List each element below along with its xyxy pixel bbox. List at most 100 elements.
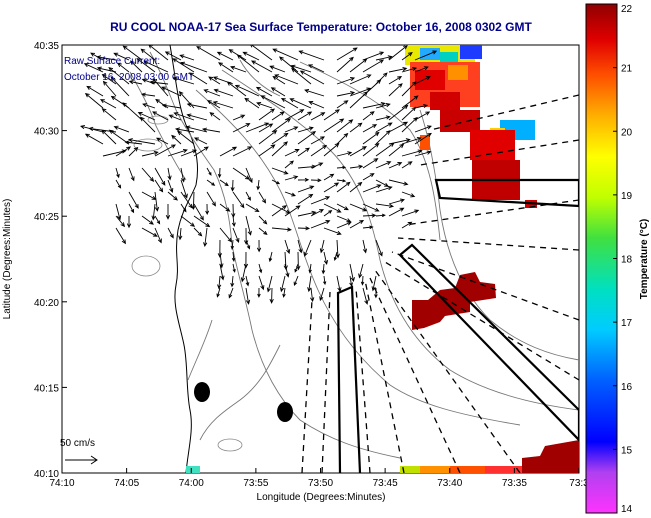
current-vector xyxy=(258,130,278,145)
current-vector xyxy=(298,50,325,61)
current-vector xyxy=(154,227,162,244)
current-vector xyxy=(260,95,286,109)
current-vector xyxy=(362,225,374,230)
current-vector xyxy=(349,181,363,193)
current-vector xyxy=(196,46,221,61)
current-vector xyxy=(140,92,156,97)
colorbar-tick-label: 18 xyxy=(621,255,633,266)
current-vector xyxy=(250,45,273,61)
current-vector xyxy=(219,263,225,281)
current-vector xyxy=(319,287,325,302)
current-vector xyxy=(414,103,429,109)
current-vector xyxy=(115,167,120,179)
current-vector xyxy=(414,76,431,85)
current-vector xyxy=(245,215,252,236)
current-vector xyxy=(128,167,135,182)
current-vector xyxy=(388,179,409,186)
current-vector xyxy=(294,263,299,273)
current-vector xyxy=(388,67,408,73)
current-vector xyxy=(310,209,325,217)
current-vector xyxy=(362,184,382,193)
current-vector xyxy=(126,216,132,229)
current-vector xyxy=(143,60,169,73)
colorbar-tick-label: 22 xyxy=(621,4,633,15)
current-vector xyxy=(128,203,135,214)
current-vector xyxy=(193,227,203,237)
current-vector xyxy=(232,167,251,180)
current-vector xyxy=(100,99,117,109)
current-vector xyxy=(154,144,176,157)
current-vector xyxy=(307,275,312,293)
current-vector xyxy=(193,215,211,228)
current-vector xyxy=(308,101,325,109)
current-vector xyxy=(362,173,375,181)
current-vector xyxy=(414,50,438,61)
current-vector xyxy=(362,59,385,73)
current-vector xyxy=(388,121,409,133)
y-tick-label: 40:15 xyxy=(34,383,59,394)
y-tick-label: 40:10 xyxy=(34,469,59,480)
x-tick-label: 73:45 xyxy=(373,478,398,489)
scale-arrow xyxy=(65,455,98,465)
current-vector xyxy=(323,251,329,266)
current-vector xyxy=(113,125,130,133)
current-vector xyxy=(245,239,251,250)
current-vector xyxy=(360,275,365,286)
x-tick-label: 74:10 xyxy=(49,478,74,489)
colorbar-label: Temperature (°C) xyxy=(639,219,650,300)
current-vector xyxy=(218,62,234,73)
current-vector xyxy=(375,239,383,257)
current-vector xyxy=(349,122,363,133)
current-vector xyxy=(141,150,159,157)
current-vector xyxy=(141,167,155,182)
current-vector xyxy=(164,51,182,61)
current-vector xyxy=(245,191,251,201)
station-dot xyxy=(194,382,210,402)
current-vector xyxy=(232,114,246,121)
current-vector xyxy=(271,132,289,145)
x-axis-ticks: 74:10 74:05 74:00 73:55 73:50 73:45 73:40 73:35… xyxy=(49,468,589,489)
current-vector xyxy=(375,122,393,133)
current-vector xyxy=(297,193,314,205)
radial-dashed-lines xyxy=(301,94,579,473)
current-vector xyxy=(388,83,403,97)
current-vector xyxy=(137,112,156,121)
current-vector xyxy=(388,138,411,145)
current-vector xyxy=(151,203,156,221)
current-vector xyxy=(206,191,216,207)
current-vector xyxy=(127,138,156,145)
current-vector xyxy=(245,287,251,305)
current-vector xyxy=(258,191,267,204)
current-vector xyxy=(284,263,290,278)
current-vector xyxy=(203,227,208,248)
current-vector xyxy=(272,48,299,61)
current-vector xyxy=(115,227,126,245)
current-vector xyxy=(284,205,301,217)
current-vector xyxy=(297,111,313,121)
current-vector xyxy=(245,167,253,184)
current-vector xyxy=(206,167,212,176)
current-vector xyxy=(401,136,422,145)
current-vector xyxy=(375,161,392,169)
colorbar-tick-label: 16 xyxy=(621,382,633,393)
current-vector xyxy=(228,287,234,299)
current-vector xyxy=(240,263,247,283)
current-vector xyxy=(388,45,408,61)
current-vector xyxy=(101,129,117,145)
current-vector xyxy=(232,263,236,273)
current-vector xyxy=(110,76,130,97)
current-vector xyxy=(349,164,364,169)
current-vector xyxy=(271,205,287,217)
current-vector xyxy=(362,101,386,109)
current-vector xyxy=(375,186,393,193)
current-vector xyxy=(188,72,208,85)
current-vector xyxy=(336,47,358,61)
current-vector xyxy=(401,66,418,73)
current-vector xyxy=(303,239,312,257)
current-vector xyxy=(258,263,263,274)
current-vector xyxy=(180,191,193,209)
current-vector xyxy=(401,95,419,109)
coastline xyxy=(169,45,199,473)
current-vector xyxy=(231,251,236,262)
current-vector xyxy=(129,60,143,73)
